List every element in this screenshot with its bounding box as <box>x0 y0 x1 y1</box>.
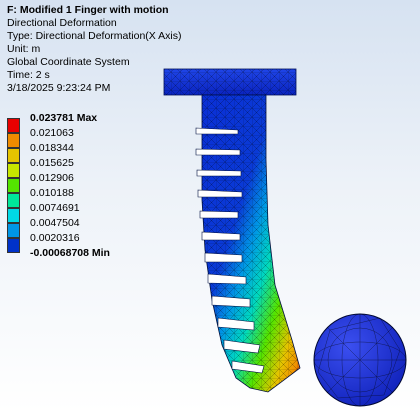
legend-swatch <box>7 148 20 163</box>
legend-swatch <box>7 238 20 253</box>
legend-min-label: -0.00068708 Min <box>30 247 110 259</box>
result-unit: Unit: m <box>7 43 41 55</box>
legend-row: 0.012906 <box>7 172 207 191</box>
coordinate-system: Global Coordinate System <box>7 56 130 68</box>
legend-value: 0.0074691 <box>30 202 80 214</box>
legend-swatch <box>7 133 20 148</box>
legend-row: 0.0020316 <box>7 232 207 251</box>
legend-row: 0.018344 <box>7 142 207 161</box>
legend-swatch <box>7 223 20 238</box>
legend-row: 0.010188 <box>7 187 207 206</box>
legend-swatch <box>7 193 20 208</box>
result-title: F: Modified 1 Finger with motion <box>7 4 169 16</box>
result-timestamp: 3/18/2025 9:23:24 PM <box>7 82 111 94</box>
legend-max-label: 0.023781 Max <box>30 112 98 124</box>
finger-mount <box>163 68 297 96</box>
result-time: Time: 2 s <box>7 69 50 81</box>
legend-value: 0.0047504 <box>30 217 80 229</box>
legend-swatch <box>7 178 20 193</box>
result-info: F: Modified 1 Finger with motion Directi… <box>7 4 181 95</box>
legend-value: 0.018344 <box>30 142 74 154</box>
finger-notches <box>195 127 265 374</box>
legend-value: 0.010188 <box>30 187 74 199</box>
legend-row: 0.015625 <box>7 157 207 176</box>
result-type: Type: Directional Deformation(X Axis) <box>7 30 182 42</box>
legend-value: 0.015625 <box>30 157 74 169</box>
legend-row: 0.0047504 <box>7 217 207 236</box>
contact-sphere <box>313 313 407 407</box>
finger-body <box>195 94 301 393</box>
legend-value: 0.021063 <box>30 127 74 139</box>
legend-row-min: -0.00068708 Min <box>7 247 207 266</box>
legend-row: 0.0074691 <box>7 202 207 221</box>
legend-row-max: 0.023781 Max <box>7 112 207 131</box>
legend-value: 0.012906 <box>30 172 74 184</box>
legend-swatch <box>7 208 20 223</box>
legend-swatch <box>7 118 20 133</box>
legend-value: 0.0020316 <box>30 232 80 244</box>
result-name: Directional Deformation <box>7 17 117 29</box>
legend-row: 0.021063 <box>7 127 207 146</box>
legend-swatch <box>7 163 20 178</box>
